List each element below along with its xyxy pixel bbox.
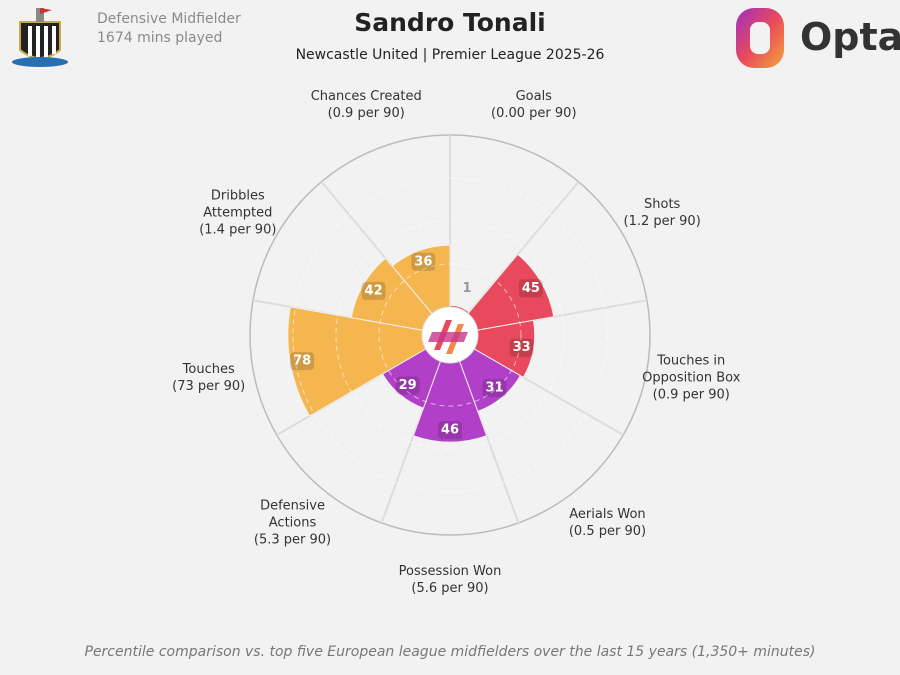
grid-ring [335, 220, 565, 450]
value-pill [290, 352, 315, 371]
per90-label: (0.5 per 90) [568, 523, 647, 539]
value-label: 42 [365, 283, 383, 298]
per90-label: (1.2 per 90) [623, 213, 701, 229]
value-pill [411, 252, 436, 271]
category-label: Dribbles Attempted (1.4 per 90) [198, 187, 278, 238]
category-name: Chances Created [310, 88, 422, 104]
category-label: Aerials Won (0.5 per 90) [527, 506, 687, 540]
value-label: 29 [399, 378, 417, 393]
category-name: Dribbles Attempted [203, 188, 273, 220]
category-label: Shots (1.2 per 90) [582, 196, 742, 230]
value-label: 46 [441, 423, 459, 438]
wedge [287, 306, 452, 417]
category-name: Aerials Won [569, 506, 646, 522]
center-logo [421, 306, 479, 364]
wedge [412, 333, 488, 443]
category-name: Shots [644, 196, 681, 212]
category-name: Touches [182, 361, 235, 377]
footnote: Percentile comparison vs. top five Europ… [84, 644, 816, 660]
value-pill [518, 279, 543, 298]
per90-label: (0.00 per 90) [491, 105, 577, 121]
category-label: Defensive Actions (5.3 per 90) [253, 497, 333, 548]
grid-ring [378, 263, 522, 407]
position: Defensive Midfielder [97, 11, 241, 27]
per90-label: (0.9 per 90) [327, 105, 405, 121]
value-label: 78 [293, 354, 311, 369]
chart-subtitle: Newcastle United | Premier League 2025-2… [295, 47, 605, 63]
category-label: Possession Won (5.6 per 90) [370, 563, 530, 597]
chart-title: Sandro Tonali [354, 8, 546, 37]
wedge [350, 257, 452, 336]
category-name: Touches in Opposition Box [642, 353, 741, 386]
value-pill [395, 376, 420, 395]
category-name: Goals [515, 88, 552, 104]
value-label: 36 [414, 254, 432, 269]
per90-label: (1.4 per 90) [199, 222, 277, 237]
category-name: Possession Won [398, 564, 502, 579]
per90-label: (5.3 per 90) [253, 532, 332, 548]
category-name: Defensive Actions [260, 498, 325, 531]
per90-label: (73 per 90) [172, 378, 246, 394]
value-pill [438, 421, 462, 440]
grid-ring [292, 177, 608, 493]
category-label: Touches (73 per 90) [129, 361, 289, 395]
per90-label: (5.6 per 90) [411, 581, 489, 596]
category-label: Touches in Opposition Box (0.9 per 90) [636, 352, 746, 403]
minutes: 1674 mins played [97, 30, 223, 46]
category-label: Goals (0.00 per 90) [454, 88, 614, 122]
value-pill [509, 338, 534, 357]
value-pill [482, 379, 507, 398]
value-label: 1 [462, 281, 471, 296]
category-label: Chances Created (0.9 per 90) [286, 88, 446, 122]
value-label: 33 [513, 340, 531, 355]
club-crest [12, 8, 68, 67]
per90-label: (0.9 per 90) [652, 387, 730, 403]
value-label: 31 [486, 381, 504, 396]
wedge [448, 253, 555, 336]
value-label: 45 [522, 281, 540, 296]
value-pill [361, 281, 386, 300]
opta-icon [736, 8, 784, 68]
brand: Opta [800, 15, 900, 59]
